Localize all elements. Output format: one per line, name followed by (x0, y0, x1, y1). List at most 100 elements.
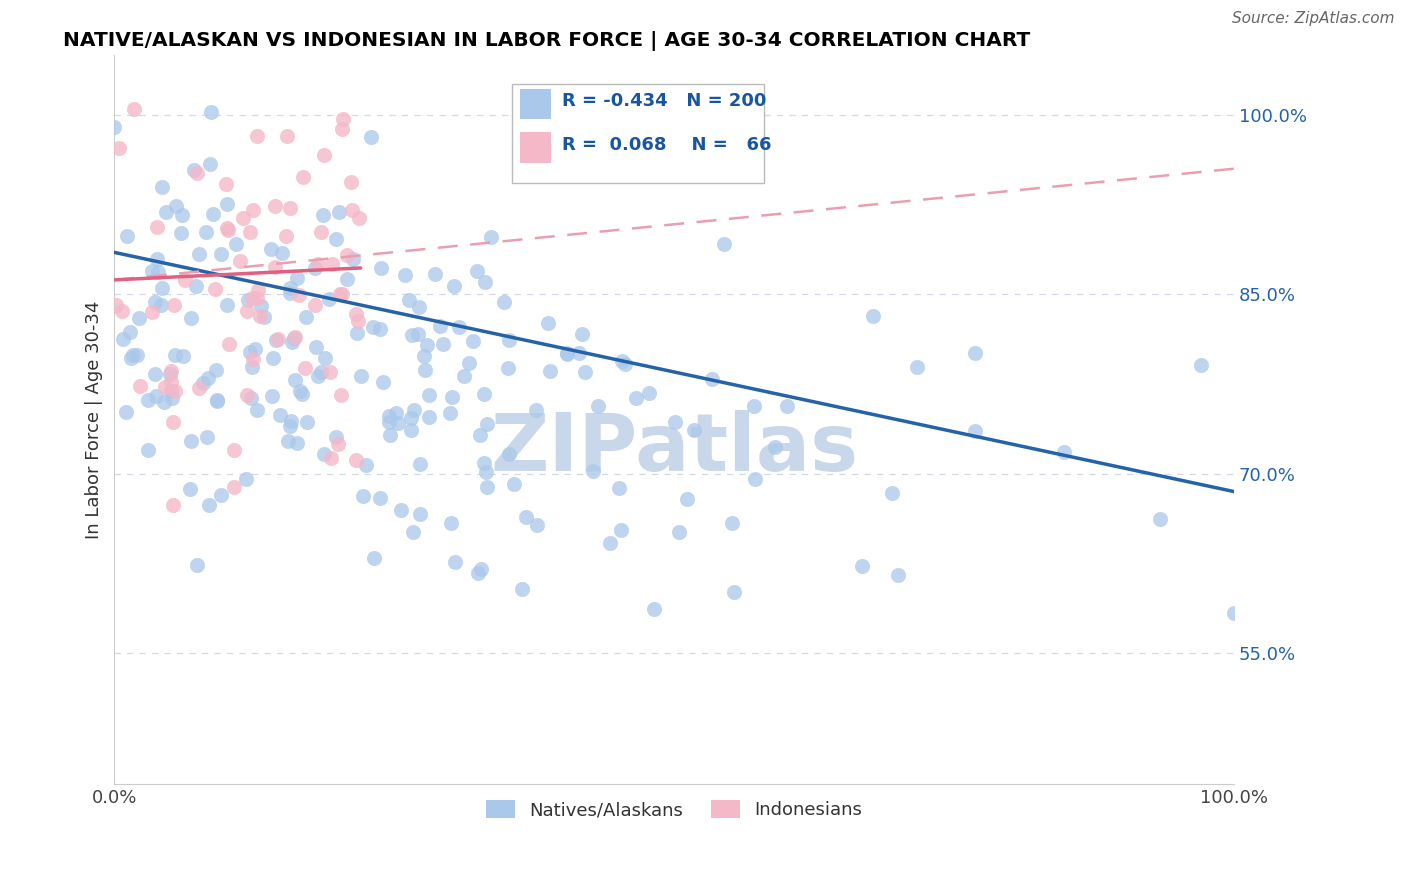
Point (239, 345, 262, 359)
Point (496, 361, 519, 376)
Point (141, 264, 163, 278)
Point (763, 440, 786, 454)
Point (152, 395, 174, 409)
Point (723, 584, 745, 599)
Point (368, 321, 391, 335)
Point (582, 464, 605, 478)
Point (242, 351, 264, 366)
Point (682, 423, 704, 437)
Point (905, 360, 928, 375)
Point (373, 375, 395, 389)
Point (186, 558, 208, 572)
Point (1189, 358, 1212, 372)
Point (280, 414, 302, 428)
Point (312, 148, 335, 162)
Point (224, 443, 246, 458)
Point (108, 140, 131, 154)
Point (242, 202, 264, 217)
Point (555, 346, 578, 360)
Point (235, 473, 257, 487)
Point (276, 129, 298, 144)
Point (449, 319, 471, 334)
Point (240, 359, 263, 374)
Point (180, 311, 202, 326)
Point (536, 316, 558, 330)
Point (103, 120, 125, 135)
Point (463, 334, 485, 349)
Point (125, 348, 148, 362)
Point (336, 272, 359, 286)
Text: R = -0.434   N = 200: R = -0.434 N = 200 (562, 92, 766, 110)
Point (965, 346, 987, 360)
Point (145, 389, 167, 403)
Point (468, 428, 491, 442)
Point (346, 313, 368, 327)
Point (269, 409, 291, 423)
Point (404, 403, 426, 417)
Point (380, 427, 402, 442)
Point (713, 237, 735, 252)
Point (160, 364, 183, 378)
Point (408, 327, 430, 342)
Point (614, 357, 637, 371)
Point (152, 179, 174, 194)
Point (225, 236, 247, 251)
Point (668, 524, 690, 539)
Point (599, 536, 621, 550)
Point (278, 418, 301, 433)
Point (309, 225, 332, 239)
Text: Source: ZipAtlas.com: Source: ZipAtlas.com (1232, 11, 1395, 26)
Point (330, 287, 353, 301)
Point (408, 301, 430, 315)
Point (160, 384, 183, 399)
Point (432, 336, 454, 351)
Point (117, 228, 139, 243)
Point (215, 221, 238, 235)
Point (246, 402, 269, 417)
Point (263, 199, 285, 213)
Point (314, 351, 336, 366)
Point (340, 202, 363, 217)
Point (295, 415, 318, 429)
Point (146, 252, 169, 266)
Point (610, 354, 633, 368)
Point (170, 226, 193, 240)
Point (284, 373, 307, 387)
Point (163, 348, 186, 362)
Point (418, 388, 440, 402)
Point (209, 247, 232, 261)
Point (394, 268, 416, 282)
Point (262, 351, 284, 366)
Point (308, 257, 330, 271)
Point (510, 582, 533, 597)
Point (111, 304, 134, 318)
Point (675, 492, 697, 507)
Point (349, 211, 371, 225)
Point (288, 288, 311, 302)
Point (851, 559, 873, 574)
Point (205, 393, 228, 408)
Point (236, 293, 259, 307)
Point (172, 208, 194, 222)
Point (111, 332, 134, 346)
Point (195, 430, 218, 444)
Point (702, 372, 724, 386)
Point (555, 346, 578, 360)
Point (465, 264, 488, 278)
Point (246, 291, 269, 305)
Point (1149, 512, 1171, 526)
Point (326, 437, 349, 451)
Point (568, 346, 591, 360)
Point (307, 368, 329, 383)
Point (312, 208, 335, 222)
Point (330, 122, 353, 136)
Point (278, 281, 301, 295)
Point (439, 406, 461, 420)
Point (187, 247, 209, 261)
Point (105, 298, 128, 312)
Point (264, 333, 287, 347)
Point (304, 298, 326, 312)
FancyBboxPatch shape (512, 85, 763, 183)
Point (122, 348, 145, 362)
Point (412, 349, 434, 363)
